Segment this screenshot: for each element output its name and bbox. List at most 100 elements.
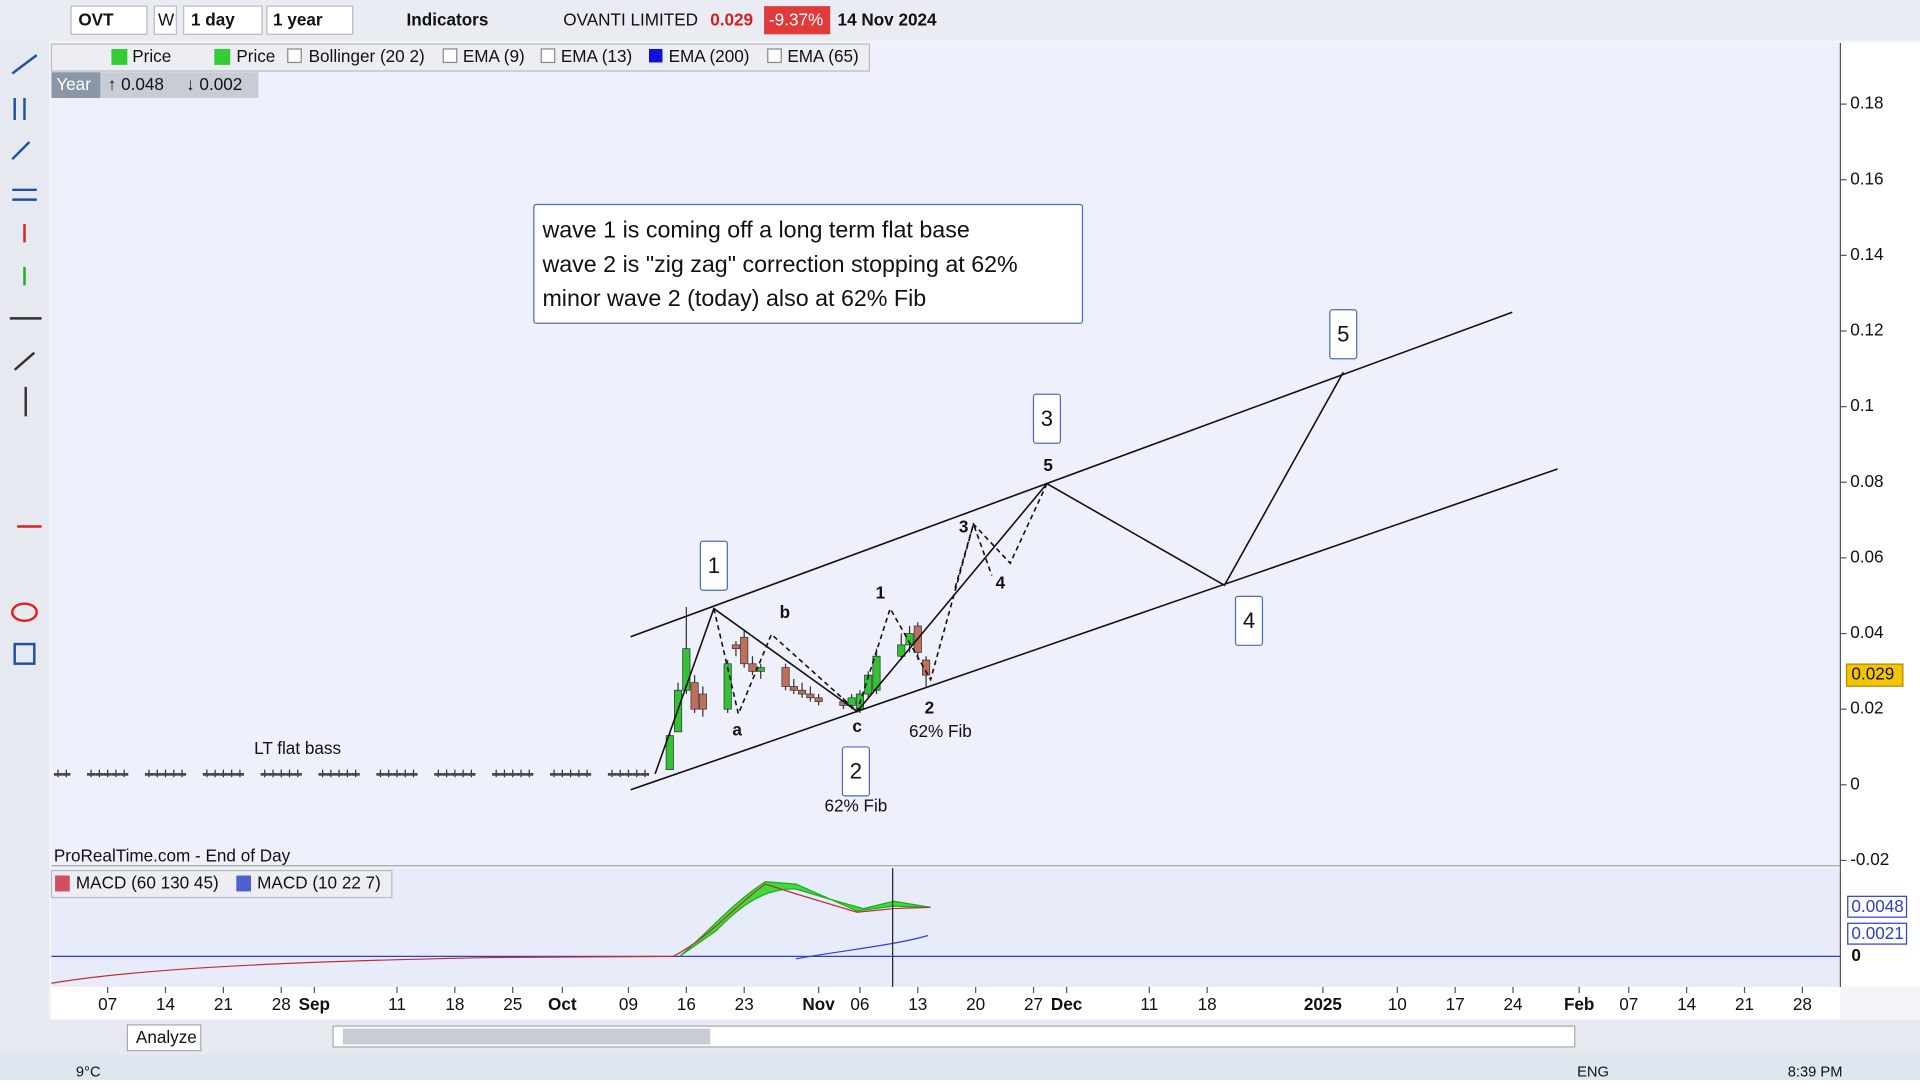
x-tick-label: Sep bbox=[299, 994, 330, 1014]
year-high: ↑ 0.048 bbox=[108, 74, 164, 94]
tool[interactable] bbox=[13, 351, 36, 371]
macd-label[interactable]: MACD (60 130 45) bbox=[76, 873, 219, 893]
range-box[interactable] bbox=[266, 5, 354, 35]
instrument-name: OVANTI LIMITED bbox=[563, 9, 698, 29]
x-tick-label: 28 bbox=[1793, 994, 1812, 1014]
fib-label: 62% Fib bbox=[825, 795, 888, 815]
candle-body bbox=[459, 773, 468, 776]
legend-icon bbox=[214, 48, 231, 65]
hilo-box bbox=[100, 72, 259, 98]
legend-bar bbox=[50, 43, 870, 72]
interval[interactable]: 1 day bbox=[191, 9, 235, 29]
macd-line bbox=[51, 883, 931, 984]
candle-body bbox=[922, 659, 931, 676]
x-tick-label: 11 bbox=[1140, 994, 1158, 1014]
candle-body bbox=[798, 689, 807, 695]
y-tick-label: 0.16 bbox=[1850, 168, 1883, 188]
candle-body bbox=[409, 773, 418, 776]
analyze[interactable]: Analyze bbox=[136, 1027, 197, 1047]
candle-body bbox=[268, 773, 278, 776]
channel-lower bbox=[630, 468, 1558, 791]
candle-body bbox=[392, 773, 402, 776]
period-box bbox=[51, 72, 101, 98]
symbol[interactable]: OVT bbox=[78, 9, 114, 29]
candle-body bbox=[616, 773, 625, 776]
candle-body bbox=[326, 773, 335, 776]
tool[interactable] bbox=[12, 188, 37, 201]
legend-item[interactable]: EMA (13) bbox=[561, 46, 632, 66]
candle-body bbox=[260, 773, 269, 776]
x-tick-label: 25 bbox=[503, 994, 522, 1014]
candle-body bbox=[814, 697, 823, 702]
x-tick-label: 13 bbox=[908, 994, 927, 1014]
range[interactable]: 1 year bbox=[273, 9, 323, 29]
legend-icon bbox=[540, 48, 556, 64]
w-button[interactable]: W bbox=[158, 9, 175, 29]
candle-body bbox=[897, 644, 906, 657]
y-tick-label: 0.14 bbox=[1850, 244, 1884, 264]
candle-body bbox=[153, 773, 162, 776]
x-tick-label: Nov bbox=[802, 994, 835, 1014]
tool[interactable] bbox=[13, 642, 36, 665]
wave-label: 3 bbox=[1041, 406, 1053, 431]
x-tick-label: 18 bbox=[1198, 994, 1217, 1014]
note-line: wave 1 is coming off a long term flat ba… bbox=[541, 217, 969, 243]
candle-body bbox=[54, 773, 63, 776]
candle-body bbox=[467, 773, 476, 776]
y-tick-label: 0.04 bbox=[1850, 622, 1884, 642]
indicators[interactable]: Indicators bbox=[407, 9, 489, 29]
candle-body bbox=[293, 773, 302, 776]
candle-body bbox=[285, 773, 294, 776]
wave-box bbox=[841, 746, 870, 797]
tool[interactable] bbox=[11, 141, 31, 161]
candle-body bbox=[698, 693, 707, 710]
macd-axis-label: 0 bbox=[1851, 945, 1861, 965]
fib-label: 62% Fib bbox=[909, 721, 972, 741]
scroll-thumb[interactable] bbox=[342, 1028, 711, 1045]
candle-body bbox=[95, 773, 104, 776]
price-axis bbox=[1840, 42, 1920, 987]
candle-body bbox=[442, 773, 451, 776]
flat-label: LT flat bass bbox=[254, 738, 341, 758]
candle-body bbox=[508, 773, 517, 776]
tool-icons[interactable] bbox=[9, 54, 42, 665]
tool[interactable] bbox=[11, 602, 38, 623]
macd-axis-label: 0.0021 bbox=[1851, 923, 1903, 943]
candle-body bbox=[690, 682, 699, 710]
legend-item[interactable]: EMA (200) bbox=[669, 46, 750, 66]
legend-item[interactable]: Price bbox=[236, 46, 275, 66]
candle-body bbox=[343, 773, 352, 776]
candle-body bbox=[682, 648, 691, 691]
symbol-box[interactable] bbox=[70, 5, 148, 35]
analyze-button[interactable] bbox=[126, 1024, 202, 1052]
legend-item[interactable]: EMA (65) bbox=[787, 46, 858, 66]
wave-box bbox=[1032, 393, 1062, 444]
minor-label: c bbox=[852, 716, 862, 736]
tool[interactable] bbox=[11, 54, 38, 75]
macd-label[interactable]: MACD (10 22 7) bbox=[257, 873, 381, 893]
x-tick-label: 27 bbox=[1024, 994, 1043, 1014]
minor-label: 3 bbox=[959, 516, 969, 536]
wave-box bbox=[699, 540, 728, 591]
legend-item[interactable]: Bollinger (20 2) bbox=[309, 46, 425, 66]
legend-icon bbox=[442, 48, 458, 64]
candle-body bbox=[178, 773, 187, 776]
candle-body bbox=[632, 773, 641, 776]
minor-label: a bbox=[732, 720, 742, 740]
note-box bbox=[533, 203, 1084, 324]
candle-body bbox=[525, 773, 534, 776]
wave-label: 1 bbox=[708, 553, 720, 578]
wave-path bbox=[654, 371, 1344, 775]
y-tick-label: 0.1 bbox=[1850, 395, 1874, 415]
macd-legend bbox=[50, 870, 393, 899]
candle-body bbox=[583, 773, 592, 776]
change: -9.37% bbox=[769, 9, 823, 29]
wave-box bbox=[1234, 595, 1264, 646]
candle-body bbox=[87, 773, 96, 776]
legend-item[interactable]: EMA (9) bbox=[463, 46, 525, 66]
interval-box[interactable] bbox=[183, 5, 263, 35]
legend-item[interactable]: Price bbox=[132, 46, 171, 66]
w-box[interactable] bbox=[153, 5, 177, 35]
tool[interactable] bbox=[13, 97, 26, 120]
